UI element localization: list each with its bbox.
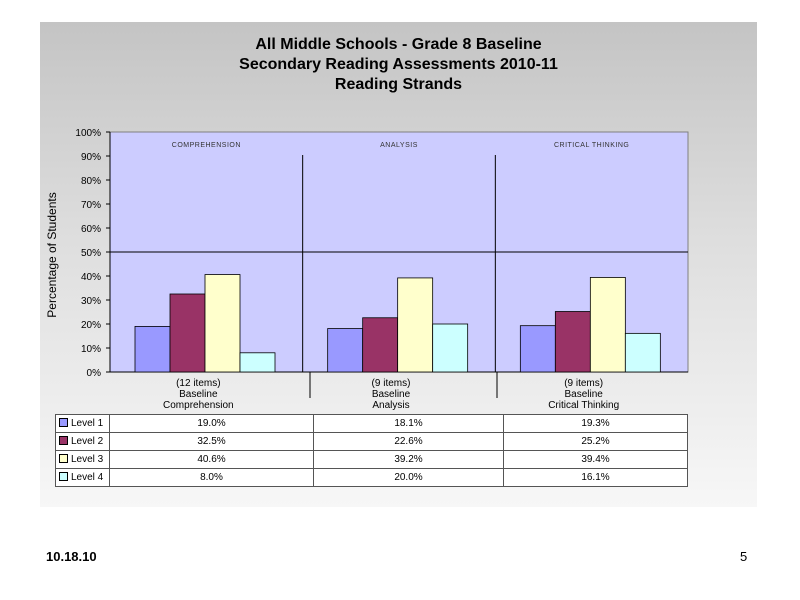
data-table-cell: 39.2% bbox=[313, 450, 504, 469]
y-tick-label: 90% bbox=[81, 152, 101, 163]
plot-area: 0% 10% 20% 30% 40% 50% 60% 70% 80% 90% 100% COMPREH… bbox=[75, 128, 689, 411]
legend-swatch-icon bbox=[59, 454, 68, 463]
y-tick-label: 70% bbox=[81, 200, 101, 211]
bar-level-2 bbox=[169, 293, 206, 373]
data-table-row: Level 4 8.0% 20.0% 16.1% bbox=[55, 468, 688, 487]
bar-level-3 bbox=[589, 277, 626, 373]
chart-title: All Middle Schools - Grade 8 Baseline Se… bbox=[40, 35, 757, 95]
legend-entry: Level 4 bbox=[55, 468, 110, 487]
slide-date: 10.18.10 bbox=[46, 549, 97, 564]
chart-title-line-1: All Middle Schools - Grade 8 Baseline bbox=[255, 36, 542, 53]
bar-level-1 bbox=[134, 325, 171, 373]
chart-title-line-2: Secondary Reading Assessments 2010-11 bbox=[239, 56, 558, 73]
y-tick-label: 10% bbox=[81, 344, 101, 355]
data-table-cell: 16.1% bbox=[503, 468, 688, 487]
legend-entry: Level 3 bbox=[55, 450, 110, 469]
panel-label: COMPREHENSION bbox=[172, 142, 241, 149]
legend-swatch-icon bbox=[59, 436, 68, 445]
x-category-label: Baseline bbox=[179, 389, 218, 400]
y-tick-label: 20% bbox=[81, 320, 101, 331]
legend-entry: Level 2 bbox=[55, 432, 110, 451]
legend-label: Level 1 bbox=[71, 418, 104, 429]
y-axis-label: Percentage of Students bbox=[45, 192, 59, 317]
bar-level-2 bbox=[554, 311, 591, 373]
bar-level-3 bbox=[204, 274, 241, 373]
data-table: Level 1 19.0% 18.1% 19.3% Level 2 32.5% 22.6% 2… bbox=[55, 414, 688, 487]
x-category-label: Comprehension bbox=[163, 400, 234, 411]
y-tick-label: 40% bbox=[81, 272, 101, 283]
legend-label: Level 4 bbox=[71, 472, 104, 483]
data-table-cell: 19.3% bbox=[503, 414, 688, 433]
data-table-row: Level 2 32.5% 22.6% 25.2% bbox=[55, 432, 688, 451]
x-category-label: Baseline bbox=[372, 389, 411, 400]
slide-page-number: 5 bbox=[740, 549, 748, 564]
bar-level-4 bbox=[432, 323, 469, 373]
data-table-cell: 18.1% bbox=[313, 414, 504, 433]
bar-level-1 bbox=[519, 325, 556, 373]
legend-entry: Level 1 bbox=[55, 414, 110, 433]
data-table-cell: 32.5% bbox=[109, 432, 314, 451]
bar-level-4 bbox=[624, 332, 661, 373]
y-tick-label: 0% bbox=[87, 368, 102, 379]
data-table-row: Level 1 19.0% 18.1% 19.3% bbox=[55, 414, 688, 433]
bar-level-1 bbox=[327, 328, 364, 373]
data-table-row: Level 3 40.6% 39.2% 39.4% bbox=[55, 450, 688, 469]
y-tick-label: 80% bbox=[81, 176, 101, 187]
y-tick-label: 50% bbox=[81, 248, 101, 259]
x-category-label: (9 items) bbox=[564, 378, 603, 389]
data-table-cell: 40.6% bbox=[109, 450, 314, 469]
x-category-label: Baseline bbox=[564, 389, 603, 400]
panel-label: ANALYSIS bbox=[380, 142, 418, 149]
x-category-label: (12 items) bbox=[176, 378, 220, 389]
data-table-cell: 39.4% bbox=[503, 450, 688, 469]
y-tick-label: 30% bbox=[81, 296, 101, 307]
data-table-cell: 22.6% bbox=[313, 432, 504, 451]
bar-level-2 bbox=[362, 317, 399, 373]
legend-label: Level 2 bbox=[71, 436, 104, 447]
data-table-cell: 8.0% bbox=[109, 468, 314, 487]
bar-level-4 bbox=[239, 352, 276, 373]
chart-title-line-3: Reading Strands bbox=[334, 76, 463, 93]
y-tick-label: 100% bbox=[75, 128, 101, 139]
x-category-label: Analysis bbox=[372, 400, 409, 411]
data-table-cell: 19.0% bbox=[109, 414, 314, 433]
panel-label: CRITICAL THINKING bbox=[554, 142, 629, 149]
x-category-label: (9 items) bbox=[372, 378, 411, 389]
data-table-cell: 20.0% bbox=[313, 468, 504, 487]
legend-swatch-icon bbox=[59, 418, 68, 427]
legend-label: Level 3 bbox=[71, 454, 104, 465]
legend-swatch-icon bbox=[59, 472, 68, 481]
bar-level-3 bbox=[397, 277, 434, 373]
data-table-cell: 25.2% bbox=[503, 432, 688, 451]
x-category-label: Critical Thinking bbox=[548, 400, 619, 411]
y-tick-label: 60% bbox=[81, 224, 101, 235]
